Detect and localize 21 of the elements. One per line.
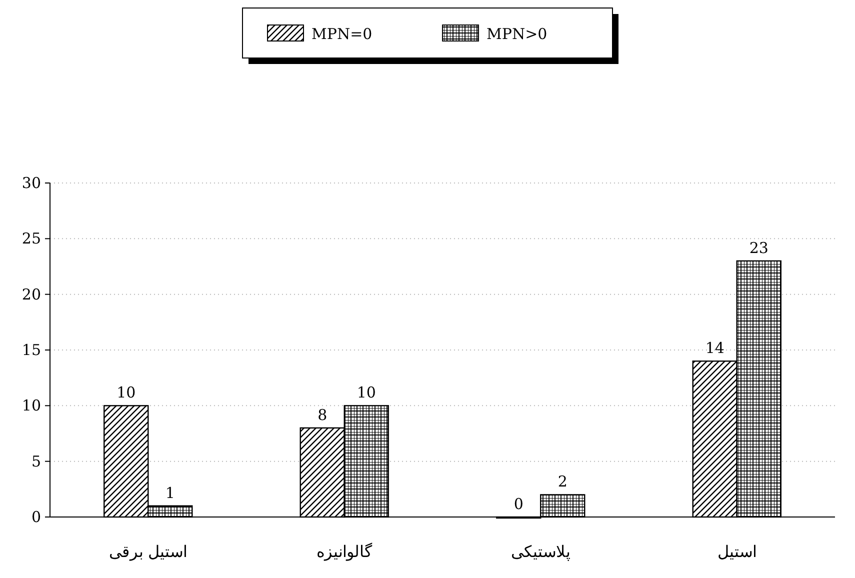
y-tick-label: 20 (22, 285, 41, 304)
legend-label: MPN>0 (486, 25, 548, 43)
y-tick-label: 25 (22, 230, 41, 248)
data-label: 1 (165, 484, 175, 502)
x-tick: استیل (717, 542, 756, 561)
y-tick-label: 30 (22, 174, 41, 192)
x-tick: استیل برقی (109, 542, 188, 561)
data-label: 8 (318, 406, 328, 424)
data-label: 10 (116, 384, 136, 402)
y-tick-label: 0 (31, 508, 41, 526)
data-label: 2 (558, 472, 568, 491)
x-tick: پلاستیکی (511, 542, 570, 561)
y-tick-label: 5 (31, 452, 41, 470)
x-tick: گالوانیزه (316, 542, 372, 561)
y-tick-label: 15 (22, 341, 41, 359)
y-tick-label: 10 (22, 396, 41, 415)
data-label: 0 (514, 495, 524, 513)
legend-label: MPN=0 (312, 25, 372, 43)
data-label: 10 (356, 384, 376, 402)
data-label: 14 (705, 339, 724, 358)
data-label: 23 (749, 238, 768, 257)
